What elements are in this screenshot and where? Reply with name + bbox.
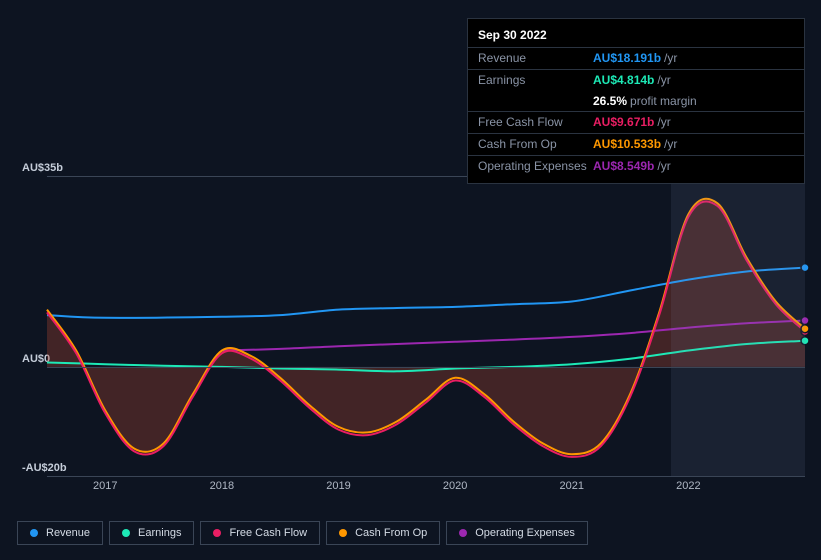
tooltip-row-label: Earnings: [478, 72, 593, 89]
tooltip-row-suffix: /yr: [657, 115, 670, 129]
tooltip-panel: Sep 30 2022 RevenueAU$18.191b/yrEarnings…: [467, 18, 805, 184]
x-axis-label: 2020: [443, 480, 467, 492]
legend-label: Operating Expenses: [475, 527, 575, 539]
y-axis-label: AU$0: [22, 353, 50, 365]
y-axis-label: AU$35b: [22, 162, 63, 174]
gridline: [47, 476, 805, 477]
highlight-band: [671, 176, 805, 476]
legend-dot-icon: [459, 529, 467, 537]
legend-dot-icon: [30, 529, 38, 537]
gridline: [47, 367, 805, 368]
tooltip-row: 26.5%profit margin: [468, 91, 804, 112]
tooltip-row-value: AU$18.191b: [593, 51, 661, 65]
tooltip-row-label: Operating Expenses: [478, 158, 593, 175]
legend-item[interactable]: Cash From Op: [326, 521, 440, 545]
legend-item[interactable]: Revenue: [17, 521, 103, 545]
legend-label: Earnings: [138, 527, 181, 539]
tooltip-row-value: AU$9.671b: [593, 115, 654, 129]
legend-dot-icon: [339, 529, 347, 537]
tooltip-row: Cash From OpAU$10.533b/yr: [468, 133, 804, 155]
legend: Revenue Earnings Free Cash Flow Cash From O…: [17, 521, 588, 545]
legend-dot-icon: [122, 529, 130, 537]
plot-area[interactable]: [47, 176, 805, 476]
tooltip-row-suffix: /yr: [664, 137, 677, 151]
tooltip-row-label: Cash From Op: [478, 136, 593, 153]
tooltip-row-value: AU$4.814b: [593, 73, 654, 87]
x-axis-label: 2019: [326, 480, 350, 492]
x-axis-label: 2021: [560, 480, 584, 492]
chart-container: AU$35bAU$0-AU$20b 2017201820192020202120…: [17, 160, 805, 490]
tooltip-row-value: AU$10.533b: [593, 137, 661, 151]
tooltip-row: RevenueAU$18.191b/yr: [468, 47, 804, 69]
tooltip-row: Operating ExpensesAU$8.549b/yr: [468, 155, 804, 177]
tooltip-row-suffix: /yr: [657, 73, 670, 87]
tooltip-row-value: 26.5%: [593, 94, 627, 108]
legend-item[interactable]: Earnings: [109, 521, 194, 545]
tooltip-row-label: [478, 93, 593, 110]
x-axis-label: 2017: [93, 480, 117, 492]
legend-dot-icon: [213, 529, 221, 537]
legend-label: Revenue: [46, 527, 90, 539]
legend-item[interactable]: Operating Expenses: [446, 521, 588, 545]
legend-label: Cash From Op: [355, 527, 427, 539]
tooltip-row-value: AU$8.549b: [593, 159, 654, 173]
tooltip-row: Free Cash FlowAU$9.671b/yr: [468, 111, 804, 133]
tooltip-row-label: Revenue: [478, 50, 593, 67]
tooltip-row-suffix: /yr: [664, 51, 677, 65]
tooltip-row: EarningsAU$4.814b/yr: [468, 69, 804, 91]
tooltip-row-label: Free Cash Flow: [478, 114, 593, 131]
tooltip-row-suffix: /yr: [657, 159, 670, 173]
legend-item[interactable]: Free Cash Flow: [200, 521, 320, 545]
legend-label: Free Cash Flow: [229, 527, 307, 539]
tooltip-row-suffix: profit margin: [630, 94, 697, 108]
tooltip-date: Sep 30 2022: [468, 25, 804, 47]
x-axis-label: 2022: [676, 480, 700, 492]
x-axis-label: 2018: [210, 480, 234, 492]
